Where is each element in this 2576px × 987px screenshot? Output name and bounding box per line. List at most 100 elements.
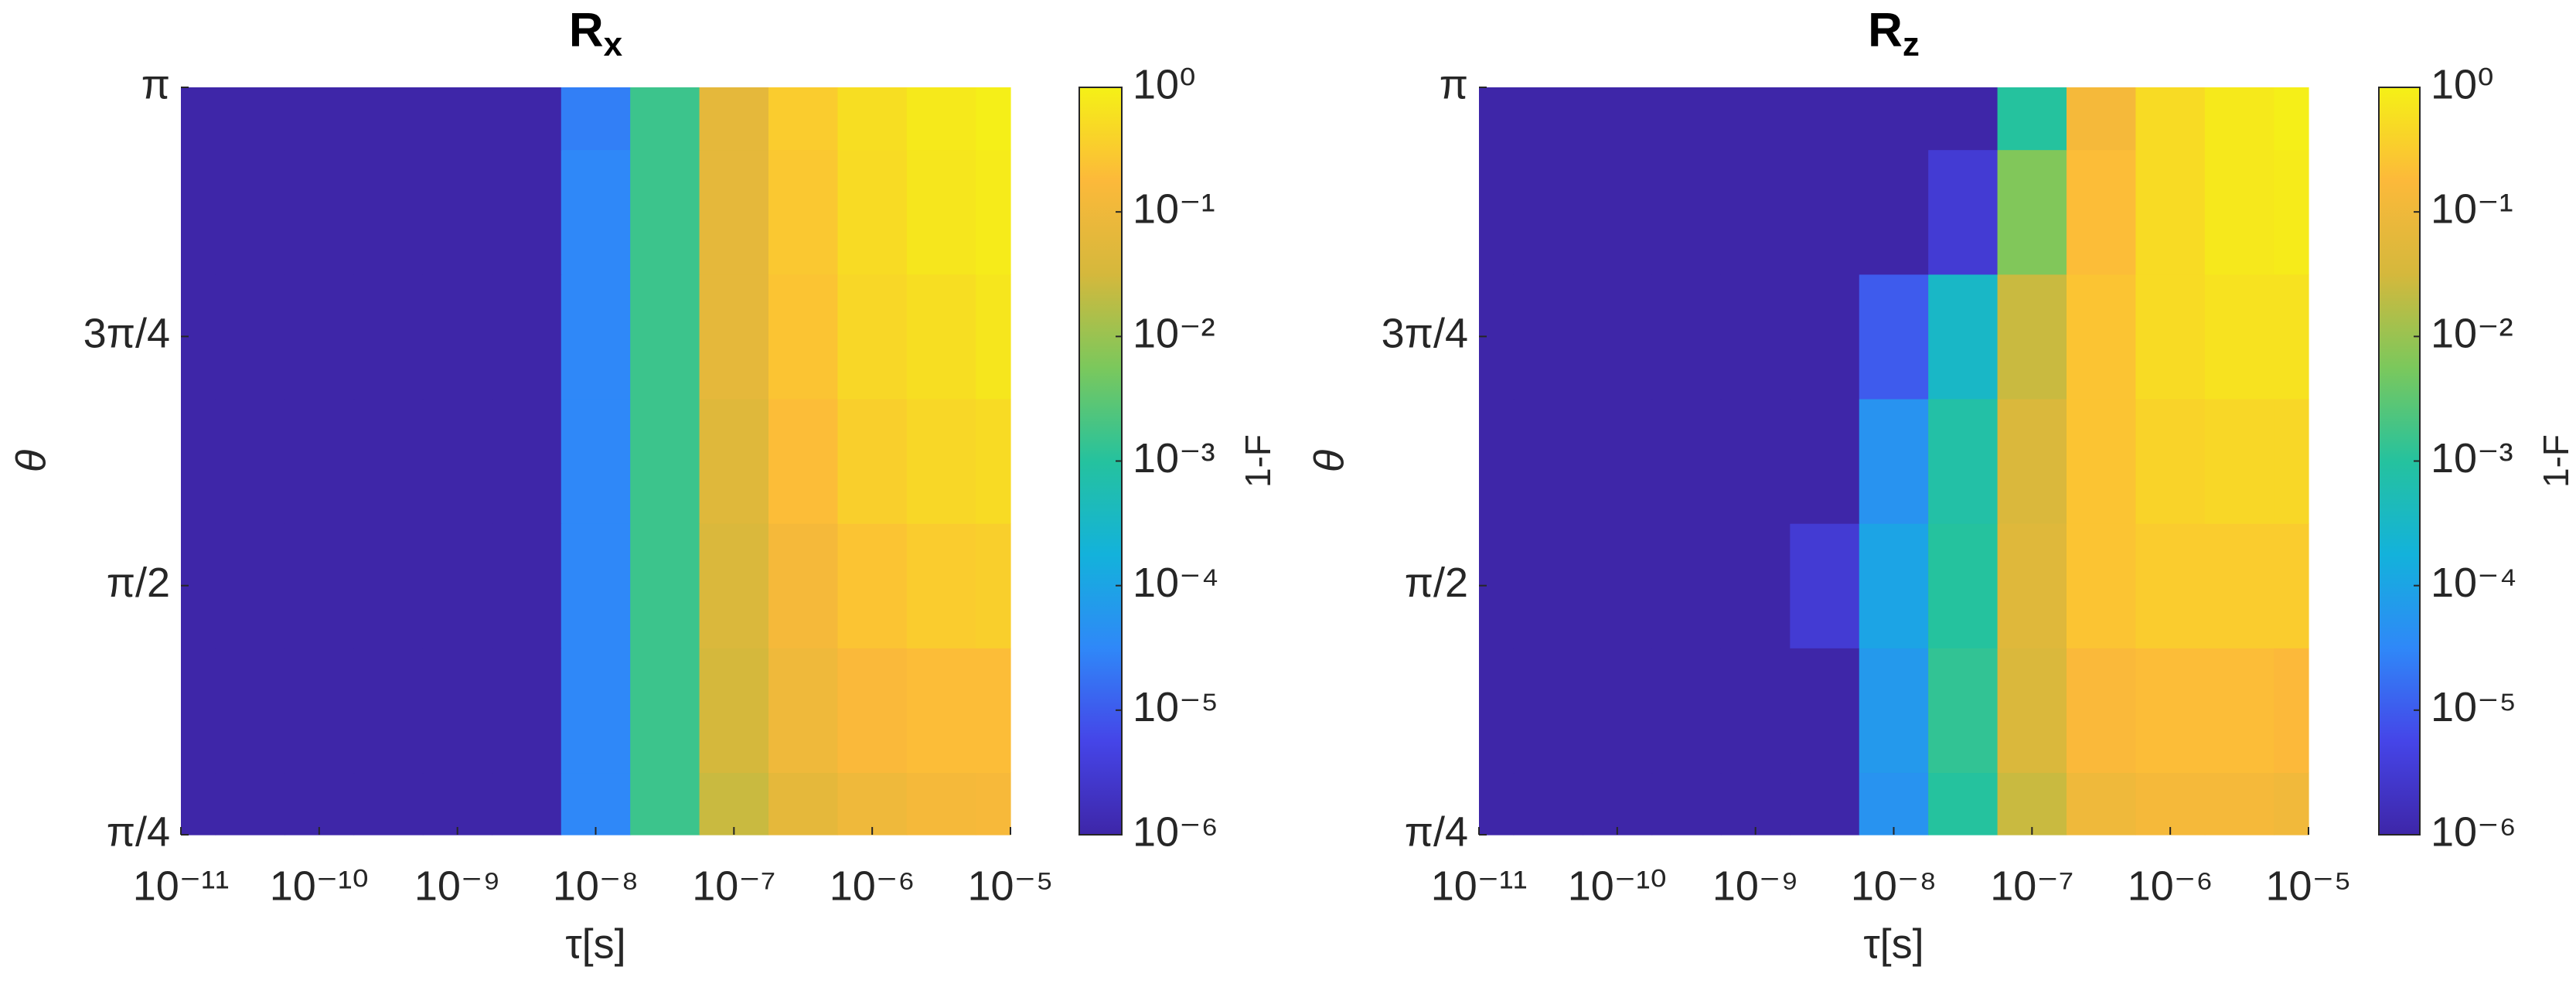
- colorbar-tick-label: 10⁻⁴: [2431, 560, 2517, 606]
- heatmap-cell: [1859, 772, 1929, 836]
- heatmap-cell: [976, 149, 1011, 275]
- heatmap-cell: [2204, 523, 2274, 648]
- heatmap-cell: [285, 87, 355, 151]
- colorbar-tick-label: 10⁰: [2431, 61, 2494, 107]
- heatmap-cell: [630, 523, 700, 648]
- heatmap-cell: [1513, 648, 1583, 774]
- heatmap-cell: [2067, 523, 2137, 648]
- heatmap-cell: [1651, 648, 1722, 774]
- heatmap-cell: [837, 772, 908, 836]
- heatmap-cell: [181, 648, 216, 774]
- heatmap-cell: [1720, 523, 1791, 648]
- y-axis-label: θ: [1306, 450, 1352, 472]
- heatmap-cell: [837, 274, 908, 400]
- heatmap-cell: [2067, 398, 2137, 524]
- heatmap-cell: [492, 772, 562, 836]
- heatmap-cell: [1997, 772, 2067, 836]
- heatmap-cell: [285, 523, 355, 648]
- heatmap-cell: [699, 772, 769, 836]
- heatmap-cell: [2135, 149, 2206, 275]
- heatmap-cell: [1583, 648, 1653, 774]
- heatmap-cell: [422, 87, 492, 151]
- heatmap-cell: [492, 523, 562, 648]
- heatmap-cell: [1859, 274, 1929, 400]
- y-tick-label: π/2: [107, 560, 170, 606]
- heatmap-cell: [1790, 274, 1860, 400]
- x-tick-label: 10⁻⁶: [830, 863, 915, 909]
- heatmap-cell: [906, 149, 976, 275]
- heatmap-cell: [181, 149, 216, 275]
- heatmap-cell: [1720, 648, 1791, 774]
- heatmap-cell: [353, 772, 424, 836]
- heatmap-cell: [1720, 772, 1791, 836]
- heatmap-cell: [699, 648, 769, 774]
- heatmap-cell: [1513, 274, 1583, 400]
- heatmap-cell: [2204, 772, 2274, 836]
- heatmap-cell: [353, 87, 424, 151]
- heatmap-cell: [2204, 648, 2274, 774]
- heatmap-cell: [1928, 523, 1998, 648]
- y-tick-label: π/4: [1405, 808, 1468, 855]
- colorbar-tick-label: 10⁻⁵: [2431, 684, 2516, 730]
- heatmap-cell: [976, 274, 1011, 400]
- heatmap-cell: [2135, 398, 2206, 524]
- heatmap-cell: [630, 772, 700, 836]
- heatmap-cell: [1583, 149, 1653, 275]
- heatmap-cell: [1651, 772, 1722, 836]
- heatmap-cell: [1513, 149, 1583, 275]
- heatmap-cell: [1928, 87, 1998, 151]
- y-tick-label: π: [141, 61, 170, 107]
- heatmap-cell: [422, 772, 492, 836]
- heatmap-cell: [215, 87, 285, 151]
- colorbar-tick-label: 10⁻⁶: [1133, 808, 1218, 855]
- heatmap-cell: [215, 523, 285, 648]
- heatmap-cell: [1479, 648, 1515, 774]
- heatmap-cell: [285, 398, 355, 524]
- heatmap-cell: [768, 87, 839, 151]
- heatmap-cell: [285, 274, 355, 400]
- heatmap-cell: [2274, 274, 2309, 400]
- heatmap-cell: [1997, 274, 2067, 400]
- heatmap-cell: [976, 772, 1011, 836]
- y-tick-label: 3π/4: [1382, 311, 1468, 357]
- heatmap-cell: [492, 149, 562, 275]
- heatmap-cell: [215, 648, 285, 774]
- heatmap-cell: [1790, 523, 1860, 648]
- heatmap-cell: [976, 523, 1011, 648]
- heatmap-cell: [976, 648, 1011, 774]
- heatmap-cell: [285, 149, 355, 275]
- heatmap-cell: [2274, 648, 2309, 774]
- heatmap-cell: [1479, 149, 1515, 275]
- x-tick-label: 10⁻⁵: [968, 863, 1054, 909]
- heatmap-cell: [2135, 87, 2206, 151]
- heatmap-cell: [215, 149, 285, 275]
- heatmap-cell: [1859, 648, 1929, 774]
- heatmap-cell: [630, 87, 700, 151]
- heatmap-cell: [1651, 274, 1722, 400]
- heatmap-cell: [2204, 87, 2274, 151]
- heatmap-cell: [2204, 274, 2274, 400]
- heatmap-cell: [561, 648, 631, 774]
- heatmap-cell: [1997, 149, 2067, 275]
- title-subscript: x: [604, 26, 623, 63]
- heatmap-cell: [1720, 87, 1791, 151]
- x-axis-label: τ[s]: [565, 921, 625, 967]
- heatmap-cell: [2067, 149, 2137, 275]
- heatmap-cell: [422, 149, 492, 275]
- heatmap-cell: [422, 274, 492, 400]
- heatmap-cell: [181, 398, 216, 524]
- heatmap-cell: [1583, 523, 1653, 648]
- heatmap-cell: [906, 87, 976, 151]
- heatmap-cell: [1583, 398, 1653, 524]
- colorbar-tick-label: 10⁻¹: [1133, 185, 1215, 232]
- heatmap-cell: [1479, 87, 1515, 151]
- heatmap-cell: [422, 398, 492, 524]
- heatmap-cell: [768, 274, 839, 400]
- heatmap-cell: [2067, 87, 2137, 151]
- heatmap-cell: [492, 648, 562, 774]
- heatmap-cell: [1928, 648, 1998, 774]
- heatmap-cell: [1651, 398, 1722, 524]
- y-tick-label: 3π/4: [83, 311, 170, 357]
- heatmap-cell: [285, 648, 355, 774]
